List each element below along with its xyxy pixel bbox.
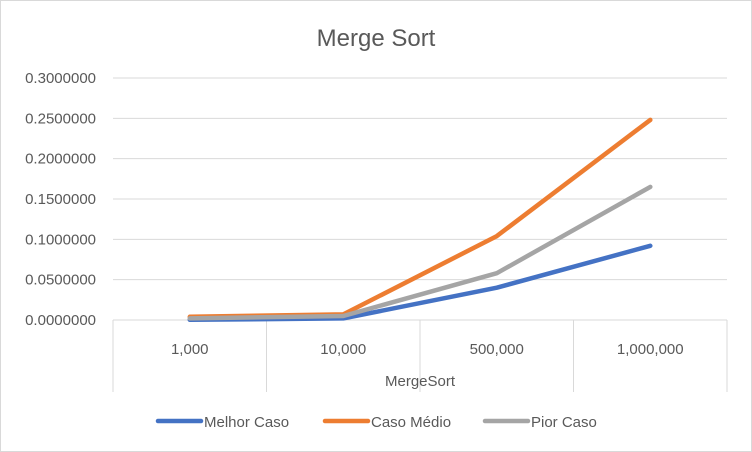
y-tick-label: 0.1000000 bbox=[25, 231, 96, 248]
gridlines bbox=[113, 77, 727, 281]
y-axis-ticks: 0.0000000 0.0500000 0.1000000 0.1500000 0.20… bbox=[25, 70, 96, 329]
legend-label: Caso Médio bbox=[371, 414, 451, 431]
y-tick-label: 0.1500000 bbox=[25, 191, 96, 208]
x-tick-label: 1,000 bbox=[171, 341, 209, 358]
y-tick-label: 0.0000000 bbox=[25, 312, 96, 329]
x-tick-label: 500,000 bbox=[470, 341, 524, 358]
legend-label: Melhor Caso bbox=[204, 414, 289, 431]
series-line-2 bbox=[187, 117, 653, 320]
chart-title: Merge Sort bbox=[317, 25, 436, 52]
y-tick-label: 0.0500000 bbox=[25, 272, 96, 289]
x-tick-label: 10,000 bbox=[320, 341, 366, 358]
series-line-1 bbox=[187, 243, 653, 323]
y-tick-label: 0.3000000 bbox=[25, 70, 96, 87]
series-line-3 bbox=[187, 184, 653, 321]
x-axis-ticks: 1,000 10,000 500,000 1,000,000 bbox=[171, 341, 684, 358]
legend-label: Pior Caso bbox=[531, 414, 597, 431]
y-tick-label: 0.2500000 bbox=[25, 110, 96, 127]
y-tick-label: 0.2000000 bbox=[25, 151, 96, 168]
series-lines bbox=[187, 117, 653, 323]
legend: Melhor Caso Caso Médio Pior Caso bbox=[155, 414, 597, 431]
x-axis-title: MergeSort bbox=[385, 373, 456, 390]
x-tick-label: 1,000,000 bbox=[617, 341, 684, 358]
